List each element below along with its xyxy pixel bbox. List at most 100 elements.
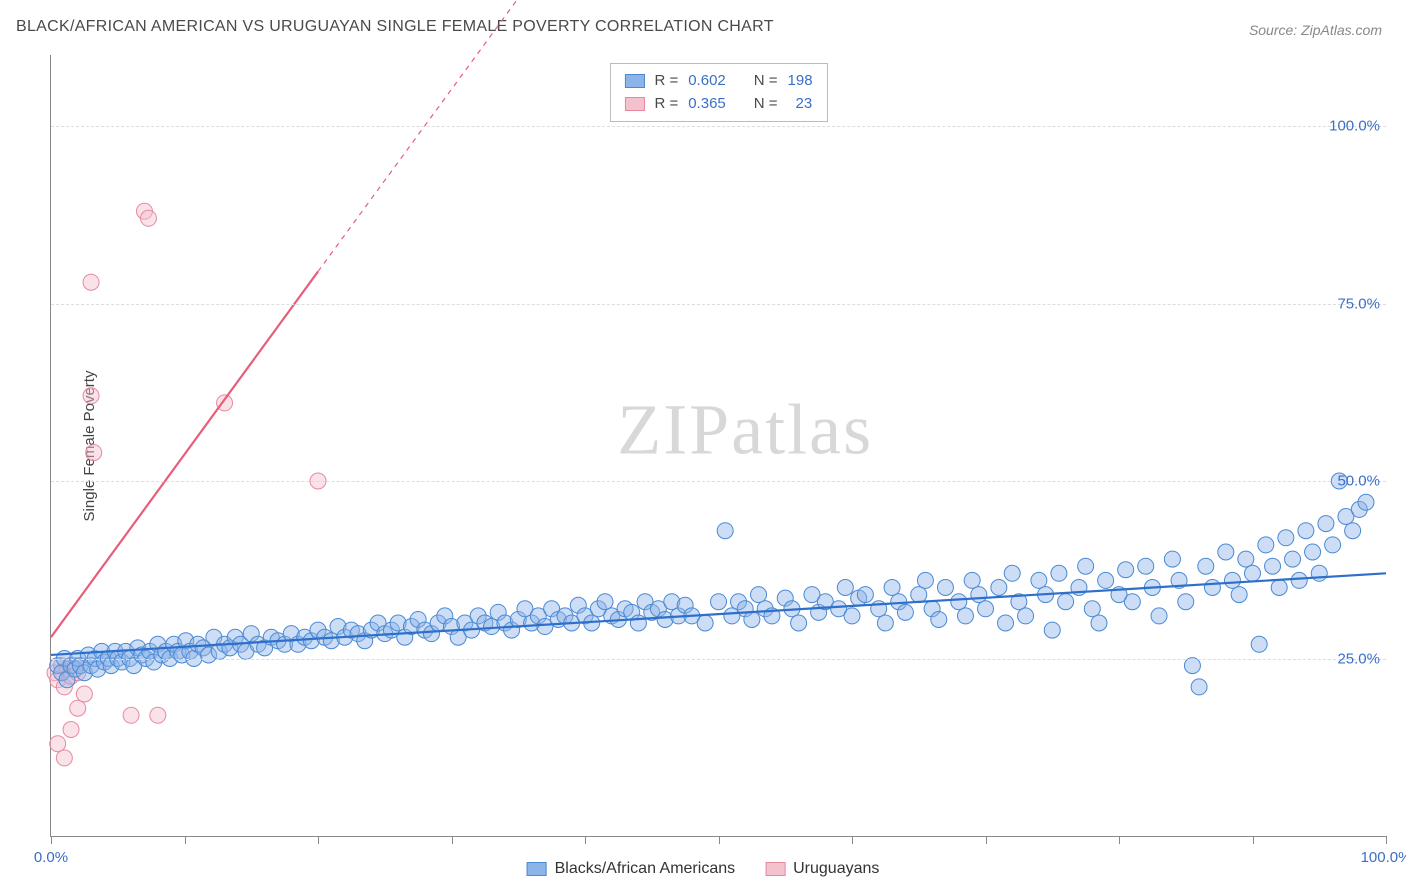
data-point-blue bbox=[964, 572, 980, 588]
legend-label-pink: Uruguayans bbox=[793, 860, 879, 878]
data-point-blue bbox=[877, 615, 893, 631]
gridline bbox=[51, 481, 1386, 482]
legend-item-blue: Blacks/African Americans bbox=[527, 860, 736, 878]
data-point-blue bbox=[1298, 523, 1314, 539]
data-point-blue bbox=[1238, 551, 1254, 567]
ytick-label: 100.0% bbox=[1329, 118, 1380, 135]
xtick bbox=[1253, 836, 1254, 844]
data-point-blue bbox=[1164, 551, 1180, 567]
data-point-blue bbox=[1184, 658, 1200, 674]
data-point-blue bbox=[1305, 544, 1321, 560]
xtick bbox=[185, 836, 186, 844]
data-point-blue bbox=[1265, 558, 1281, 574]
data-point-pink bbox=[70, 700, 86, 716]
data-point-blue bbox=[1191, 679, 1207, 695]
data-point-blue bbox=[1058, 594, 1074, 610]
legend-label-blue: Blacks/African Americans bbox=[555, 860, 736, 878]
gridline bbox=[51, 304, 1386, 305]
data-point-pink bbox=[63, 722, 79, 738]
data-point-pink bbox=[86, 445, 102, 461]
data-point-blue bbox=[1198, 558, 1214, 574]
data-point-blue bbox=[844, 608, 860, 624]
data-point-pink bbox=[123, 707, 139, 723]
data-point-blue bbox=[897, 604, 913, 620]
trendline-blue bbox=[51, 573, 1386, 655]
ytick-label: 75.0% bbox=[1337, 295, 1380, 312]
xtick bbox=[585, 836, 586, 844]
trendline-pink-dashed bbox=[318, 0, 518, 272]
data-point-blue bbox=[1251, 636, 1267, 652]
data-point-blue bbox=[1311, 565, 1327, 581]
data-point-blue bbox=[1018, 608, 1034, 624]
xtick bbox=[852, 836, 853, 844]
data-point-blue bbox=[957, 608, 973, 624]
data-point-blue bbox=[971, 587, 987, 603]
data-point-blue bbox=[1138, 558, 1154, 574]
data-point-blue bbox=[1004, 565, 1020, 581]
data-point-blue bbox=[1044, 622, 1060, 638]
data-point-blue bbox=[1218, 544, 1234, 560]
data-point-blue bbox=[931, 611, 947, 627]
chart-container: BLACK/AFRICAN AMERICAN VS URUGUAYAN SING… bbox=[0, 0, 1406, 892]
legend-item-pink: Uruguayans bbox=[765, 860, 879, 878]
data-point-blue bbox=[1051, 565, 1067, 581]
data-point-blue bbox=[1258, 537, 1274, 553]
data-point-blue bbox=[1078, 558, 1094, 574]
data-point-blue bbox=[1084, 601, 1100, 617]
xtick bbox=[719, 836, 720, 844]
data-point-blue bbox=[1204, 580, 1220, 596]
xtick bbox=[1386, 836, 1387, 844]
data-point-blue bbox=[1224, 572, 1240, 588]
data-point-pink bbox=[140, 210, 156, 226]
data-point-blue bbox=[744, 611, 760, 627]
data-point-blue bbox=[978, 601, 994, 617]
data-point-blue bbox=[1285, 551, 1301, 567]
data-point-blue bbox=[1091, 615, 1107, 631]
data-point-blue bbox=[711, 594, 727, 610]
data-point-blue bbox=[751, 587, 767, 603]
data-point-blue bbox=[1031, 572, 1047, 588]
xtick bbox=[986, 836, 987, 844]
data-point-blue bbox=[1118, 562, 1134, 578]
data-point-blue bbox=[857, 587, 873, 603]
data-point-blue bbox=[697, 615, 713, 631]
data-point-blue bbox=[884, 580, 900, 596]
data-point-blue bbox=[1151, 608, 1167, 624]
xtick bbox=[318, 836, 319, 844]
data-point-pink bbox=[150, 707, 166, 723]
data-point-blue bbox=[597, 594, 613, 610]
data-point-blue bbox=[1358, 494, 1374, 510]
swatch-blue-icon bbox=[527, 862, 547, 876]
data-point-blue bbox=[837, 580, 853, 596]
data-point-blue bbox=[991, 580, 1007, 596]
data-point-blue bbox=[1318, 516, 1334, 532]
data-point-blue bbox=[951, 594, 967, 610]
xtick-label: 100.0% bbox=[1361, 849, 1406, 866]
data-point-blue bbox=[917, 572, 933, 588]
swatch-pink-icon bbox=[765, 862, 785, 876]
data-point-blue bbox=[1245, 565, 1261, 581]
data-point-pink bbox=[50, 736, 66, 752]
data-point-blue bbox=[1291, 572, 1307, 588]
data-point-blue bbox=[1345, 523, 1361, 539]
xtick bbox=[51, 836, 52, 844]
data-point-blue bbox=[1325, 537, 1341, 553]
data-point-blue bbox=[1178, 594, 1194, 610]
data-point-blue bbox=[1098, 572, 1114, 588]
chart-title: BLACK/AFRICAN AMERICAN VS URUGUAYAN SING… bbox=[16, 18, 774, 36]
data-point-blue bbox=[1231, 587, 1247, 603]
ytick-label: 50.0% bbox=[1337, 473, 1380, 490]
data-point-blue bbox=[791, 615, 807, 631]
gridline bbox=[51, 126, 1386, 127]
xtick-label: 0.0% bbox=[34, 849, 68, 866]
data-point-pink bbox=[83, 274, 99, 290]
data-point-blue bbox=[937, 580, 953, 596]
scatter-svg bbox=[51, 55, 1386, 836]
ytick-label: 25.0% bbox=[1337, 650, 1380, 667]
data-point-pink bbox=[83, 388, 99, 404]
xtick bbox=[1119, 836, 1120, 844]
data-point-blue bbox=[1124, 594, 1140, 610]
data-point-blue bbox=[630, 615, 646, 631]
data-point-blue bbox=[717, 523, 733, 539]
xtick bbox=[452, 836, 453, 844]
